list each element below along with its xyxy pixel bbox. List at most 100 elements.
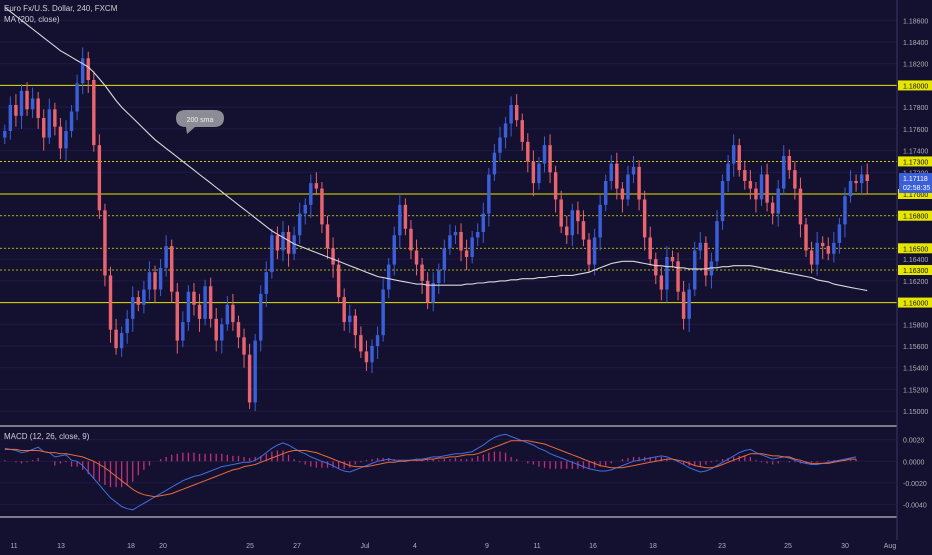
candle-body[interactable] [631, 166, 636, 175]
candle-body[interactable] [609, 163, 613, 181]
candle-body[interactable] [80, 58, 85, 84]
candle-body[interactable] [770, 202, 775, 214]
candle-body[interactable] [19, 90, 24, 116]
candle-body[interactable] [420, 264, 424, 281]
candle-body[interactable] [453, 232, 458, 236]
candle-body[interactable] [832, 242, 836, 254]
candle-body[interactable] [297, 213, 302, 236]
candle-body[interactable] [442, 248, 447, 270]
candle-body[interactable] [225, 304, 230, 325]
candle-body[interactable] [309, 183, 313, 205]
candle-body[interactable] [314, 183, 319, 189]
candle-body[interactable] [136, 297, 141, 305]
candle-body[interactable] [414, 250, 419, 265]
candle-body[interactable] [815, 242, 819, 265]
candle-body[interactable] [820, 242, 825, 247]
candle-body[interactable] [186, 291, 191, 323]
candle-body[interactable] [459, 232, 463, 251]
candle-body[interactable] [843, 196, 847, 225]
candle-body[interactable] [693, 250, 697, 290]
candle-body[interactable] [3, 131, 7, 138]
candlestick-series[interactable] [3, 47, 869, 412]
candle-body[interactable] [158, 267, 163, 290]
candle-body[interactable] [715, 221, 719, 262]
candle-body[interactable] [826, 246, 830, 254]
candle-body[interactable] [242, 337, 246, 355]
candle-body[interactable] [359, 335, 363, 352]
candle-body[interactable] [75, 83, 79, 112]
candle-body[interactable] [565, 226, 569, 236]
candle-body[interactable] [108, 275, 113, 330]
candle-body[interactable] [381, 289, 385, 336]
candle-body[interactable] [431, 283, 435, 303]
candle-body[interactable] [520, 120, 524, 142]
candle-body[interactable] [448, 235, 452, 249]
candle-body[interactable] [437, 270, 441, 284]
candle-body[interactable] [203, 286, 207, 319]
candle-body[interactable] [676, 261, 680, 292]
candle-body[interactable] [375, 335, 380, 346]
candle-body[interactable] [281, 232, 285, 251]
candle-body[interactable] [598, 204, 602, 238]
candle-body[interactable] [854, 180, 858, 184]
candle-body[interactable] [470, 237, 474, 257]
candle-body[interactable] [548, 145, 552, 173]
candle-body[interactable] [587, 239, 591, 265]
candle-body[interactable] [537, 163, 541, 184]
candle-body[interactable] [398, 204, 402, 236]
candle-body[interactable] [303, 204, 307, 214]
candle-body[interactable] [336, 264, 341, 298]
candle-body[interactable] [720, 180, 725, 222]
candle-body[interactable] [620, 188, 625, 200]
candle-body[interactable] [208, 286, 213, 319]
candle-body[interactable] [509, 104, 513, 124]
candle-body[interactable] [670, 256, 675, 262]
candle-body[interactable] [342, 297, 346, 323]
candle-body[interactable] [164, 246, 168, 268]
candle-body[interactable] [731, 145, 736, 164]
candle-body[interactable] [425, 280, 430, 303]
candle-body[interactable] [687, 289, 691, 319]
candle-body[interactable] [403, 204, 408, 229]
candle-body[interactable] [637, 166, 641, 200]
candle-body[interactable] [804, 224, 808, 251]
candle-body[interactable] [553, 172, 558, 200]
candle-body[interactable] [25, 90, 29, 110]
candle-body[interactable] [754, 188, 758, 200]
candle-body[interactable] [259, 293, 263, 341]
candle-body[interactable] [30, 98, 35, 110]
candle-body[interactable] [286, 232, 291, 254]
candle-body[interactable] [503, 123, 508, 138]
candle-body[interactable] [409, 228, 413, 251]
candle-body[interactable] [559, 199, 563, 227]
candle-body[interactable] [386, 264, 391, 290]
candle-body[interactable] [348, 315, 352, 323]
candle-body[interactable] [648, 237, 652, 260]
candle-body[interactable] [464, 250, 469, 257]
candle-body[interactable] [709, 261, 714, 276]
candle-body[interactable] [576, 210, 580, 222]
candle-body[interactable] [58, 126, 63, 149]
candle-body[interactable] [131, 297, 135, 319]
candle-body[interactable] [370, 346, 374, 363]
candle-body[interactable] [392, 235, 396, 265]
candle-body[interactable] [270, 235, 274, 273]
candle-body[interactable] [782, 156, 786, 189]
candle-body[interactable] [615, 163, 619, 189]
candle-body[interactable] [787, 156, 792, 171]
candle-body[interactable] [626, 174, 630, 200]
candle-body[interactable] [36, 98, 40, 118]
candle-body[interactable] [765, 174, 769, 203]
candle-body[interactable] [114, 329, 118, 349]
candle-body[interactable] [581, 221, 586, 240]
candle-body[interactable] [325, 224, 330, 249]
candle-body[interactable] [53, 109, 57, 127]
candle-body[interactable] [592, 237, 597, 265]
candle-body[interactable] [759, 174, 764, 200]
candle-body[interactable] [364, 351, 369, 363]
candle-body[interactable] [542, 145, 547, 164]
candle-body[interactable] [642, 199, 647, 238]
candle-body[interactable] [698, 242, 703, 251]
